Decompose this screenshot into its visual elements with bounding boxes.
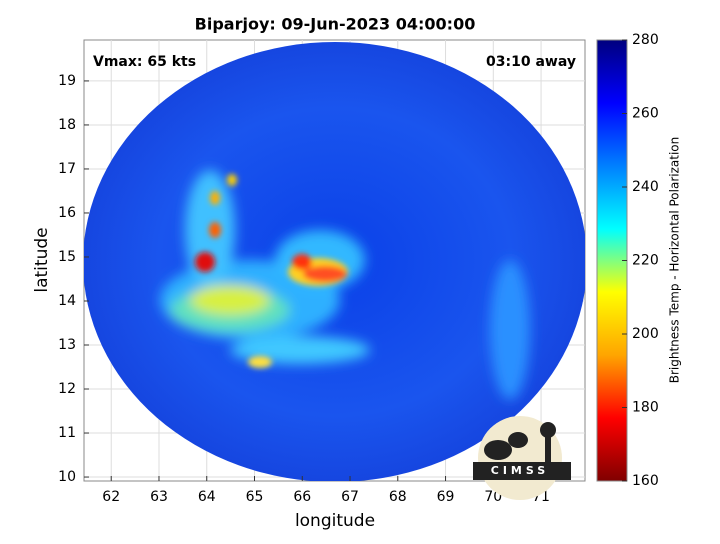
satellite-image: [84, 42, 585, 481]
y-tick-label: 17: [58, 161, 76, 177]
x-tick-label: 67: [341, 489, 359, 505]
x-tick-label: 63: [150, 489, 168, 505]
colorbar-tick-label: 220: [632, 253, 659, 269]
logo: CIMSS: [473, 416, 571, 500]
y-tick-label: 16: [58, 205, 76, 221]
colorbar-tick-label: 260: [632, 106, 659, 122]
x-axis-label: longitude: [295, 511, 375, 531]
colorbar-label: Brightness Temp - Horizontal Polarizatio…: [668, 137, 682, 384]
y-tick-label: 15: [58, 249, 76, 265]
y-tick-label: 11: [58, 425, 76, 441]
x-tick-label: 68: [389, 489, 407, 505]
y-tick-label: 12: [58, 381, 76, 397]
annotation: Vmax: 65 kts: [93, 54, 196, 70]
y-tick-label: 13: [58, 337, 76, 353]
x-tick-label: 69: [437, 489, 455, 505]
colorbar-tick-label: 280: [632, 32, 659, 48]
y-tick-label: 18: [58, 117, 76, 133]
chart-title: Biparjoy: 09-Jun-2023 04:00:00: [195, 15, 476, 34]
y-axis-label: latitude: [32, 227, 52, 292]
x-tick-label: 66: [293, 489, 311, 505]
x-tick-label: 64: [198, 489, 216, 505]
logo-text: CIMSS: [491, 464, 549, 477]
colorbar-tick-label: 200: [632, 326, 659, 342]
x-tick-label: 62: [102, 489, 120, 505]
colorbar-tick-label: 160: [632, 473, 659, 489]
y-tick-label: 19: [58, 73, 76, 89]
y-tick-label: 10: [58, 469, 76, 485]
y-tick-label: 14: [58, 293, 76, 309]
annotation: 03:10 away: [486, 54, 576, 70]
colorbar-tick-label: 240: [632, 179, 659, 195]
colorbar-tick-label: 180: [632, 400, 659, 416]
x-tick-label: 65: [246, 489, 264, 505]
